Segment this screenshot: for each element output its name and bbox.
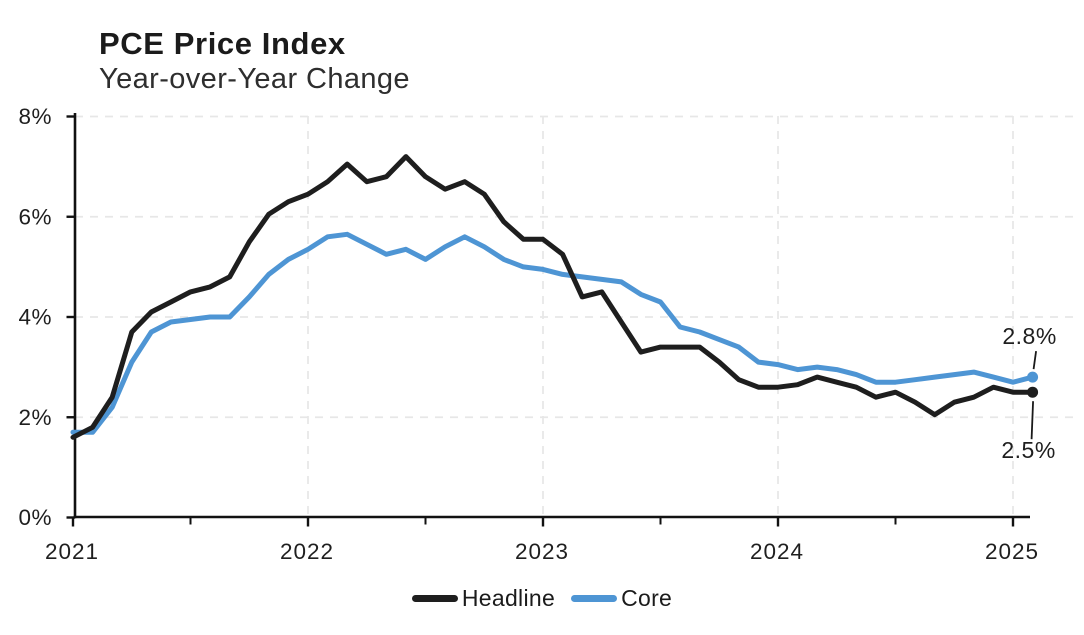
x-axis-label: 2024 [750,539,804,564]
end-label-core: 2.8% [1002,323,1056,349]
legend-item-core: Core [571,585,672,612]
y-axis-label: 0% [18,505,52,530]
legend-item-headline: Headline [411,585,556,612]
chart-subtitle: Year-over-Year Change [99,63,410,95]
headline-line-swatch [411,595,458,602]
y-axis-label: 4% [18,305,52,330]
x-axis-label: 2023 [515,539,569,564]
chart-title: PCE Price Index [99,26,346,61]
chart-legend: Headline Core [0,585,1084,612]
legend-label-headline: Headline [461,585,556,611]
series-line-core [70,231,1036,435]
callout-line-core [1032,351,1037,370]
x-axis-label: 2021 [45,539,99,564]
end-dot-core [1027,371,1039,383]
callout-line-headline [1030,401,1034,440]
end-label-headline: 2.5% [1001,437,1055,463]
series-line-headline [70,154,1036,440]
y-axis-label: 6% [18,204,52,229]
legend-label-core: Core [621,585,673,611]
y-axis-label: 8% [18,104,52,129]
x-axis-label: 2025 [985,539,1039,564]
x-axis-label: 2022 [280,539,334,564]
end-dot-headline [1027,386,1039,398]
core-line-swatch [571,595,618,602]
y-axis-label: 2% [18,405,52,430]
